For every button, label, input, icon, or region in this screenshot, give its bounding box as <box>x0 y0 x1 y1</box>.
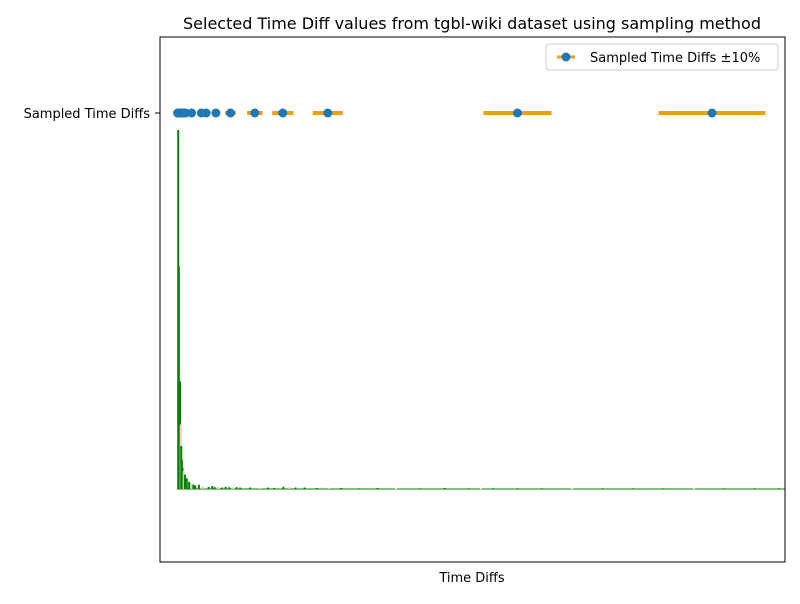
distribution-bar <box>692 488 695 490</box>
distribution-bar <box>258 487 261 489</box>
distribution-bar <box>201 486 204 489</box>
distribution-bar <box>632 488 634 490</box>
legend: Sampled Time Diffs ±10% <box>545 43 779 71</box>
distribution-bar <box>662 488 665 490</box>
data-point <box>187 108 197 118</box>
distribution-bar <box>194 485 197 489</box>
distribution-bar <box>419 488 422 490</box>
distribution-bar <box>340 487 343 489</box>
distribution-bar <box>197 484 200 489</box>
distribution-bar <box>188 481 191 489</box>
distribution-bar <box>235 487 238 489</box>
distribution-bar <box>753 488 756 490</box>
distribution-bar <box>182 471 185 489</box>
distribution-bar <box>443 487 446 489</box>
distribution-bar <box>211 486 214 489</box>
distribution-bar <box>248 487 251 489</box>
distribution-bar <box>288 487 291 489</box>
distribution-bar <box>228 487 231 489</box>
distribution-bar <box>181 467 184 489</box>
distribution-bar <box>303 487 306 489</box>
distribution-bars-layer <box>177 130 785 490</box>
distribution-bar <box>723 488 726 490</box>
distribution-bar <box>315 487 318 489</box>
data-point <box>323 108 333 118</box>
distribution-bar <box>213 487 216 489</box>
data-point <box>250 108 260 118</box>
data-point <box>512 108 522 118</box>
data-point <box>211 108 221 118</box>
distribution-bar <box>394 488 397 490</box>
points-layer <box>173 108 717 118</box>
distribution-bar <box>177 266 180 489</box>
distribution-bar <box>492 488 495 490</box>
distribution-bar <box>185 478 188 489</box>
distribution-bar <box>358 488 361 490</box>
distribution-bar <box>294 487 297 489</box>
distribution-bar <box>516 488 519 490</box>
distribution-bar <box>328 487 330 489</box>
distribution-bar <box>207 486 210 489</box>
distribution-bar <box>217 486 220 489</box>
distribution-bar <box>224 486 227 489</box>
plot-frame <box>159 36 786 563</box>
distribution-bar <box>777 488 780 490</box>
distribution-bar <box>183 474 186 489</box>
distribution-bar <box>192 484 195 489</box>
distribution-bar <box>190 483 193 489</box>
data-point <box>278 108 288 118</box>
distribution-bar <box>540 488 543 490</box>
distribution-bar <box>220 487 223 489</box>
distribution-bar <box>480 488 482 490</box>
distribution-bar <box>273 487 276 489</box>
distribution-bar <box>376 487 379 489</box>
distribution-bar <box>467 488 470 490</box>
legend-marker-icon <box>561 52 571 62</box>
distribution-bar <box>571 488 574 490</box>
data-point <box>707 108 717 118</box>
distribution-bar <box>282 486 285 489</box>
chart-title: Selected Time Diff values from tgbl-wiki… <box>183 14 761 33</box>
distribution-bar <box>239 487 242 489</box>
legend-box <box>545 43 779 71</box>
y-tick-label: Sampled Time Diffs <box>24 107 151 122</box>
distribution-bar <box>231 487 234 489</box>
data-point <box>226 108 236 118</box>
x-axis-label: Time Diffs <box>438 571 505 586</box>
distribution-bar <box>267 487 270 489</box>
distribution-bar <box>601 488 604 490</box>
data-point <box>201 108 211 118</box>
legend-label: Sampled Time Diffs ±10% <box>590 51 760 66</box>
